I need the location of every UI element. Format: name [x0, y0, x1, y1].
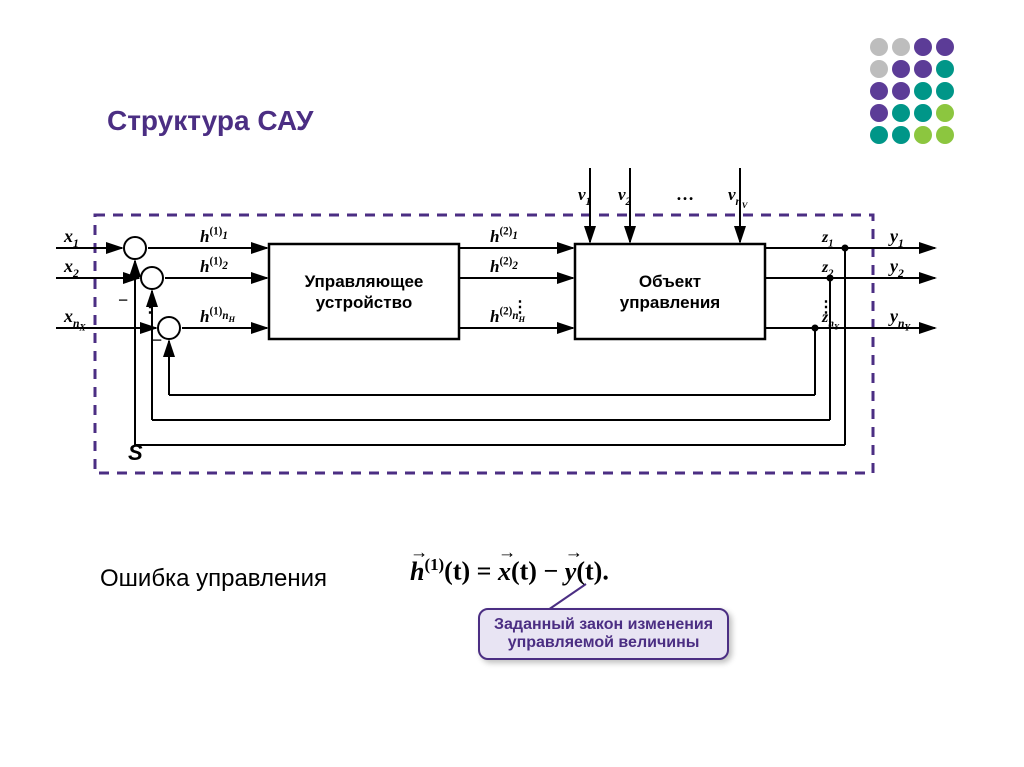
svg-text:x2: x2	[63, 256, 79, 280]
svg-text:⋮: ⋮	[142, 299, 158, 316]
svg-text:Управляющее: Управляющее	[305, 272, 424, 291]
svg-text:…: …	[676, 184, 694, 204]
callout-line: Заданный закон изменения	[494, 616, 713, 634]
svg-text:h(2)2: h(2)2	[490, 255, 518, 276]
svg-text:⋮: ⋮	[512, 299, 528, 316]
svg-text:y1: y1	[888, 226, 904, 250]
svg-text:x1: x1	[63, 226, 79, 250]
svg-text:h(2)1: h(2)1	[490, 225, 518, 246]
svg-text:управления: управления	[620, 293, 720, 312]
error-equation: h→(1)(t) = x→(t) − y→(t).	[410, 555, 609, 587]
svg-text:Объект: Объект	[639, 272, 701, 291]
svg-text:h(1)1: h(1)1	[200, 225, 228, 246]
svg-text:h(1)2: h(1)2	[200, 255, 228, 276]
svg-text:устройство: устройство	[316, 293, 412, 312]
svg-text:y2: y2	[888, 256, 904, 280]
callout-box: Заданный закон измененияуправляемой вели…	[478, 608, 729, 660]
error-label: Ошибка управления	[100, 565, 327, 593]
svg-text:⋮: ⋮	[818, 299, 834, 316]
svg-text:h(1)nH: h(1)nH	[200, 305, 236, 326]
svg-text:−: −	[118, 290, 128, 310]
svg-text:−: −	[152, 330, 162, 350]
svg-text:vnV: vnV	[728, 185, 749, 210]
callout-line: управляемой величины	[494, 634, 713, 652]
svg-text:z1: z1	[821, 229, 833, 249]
